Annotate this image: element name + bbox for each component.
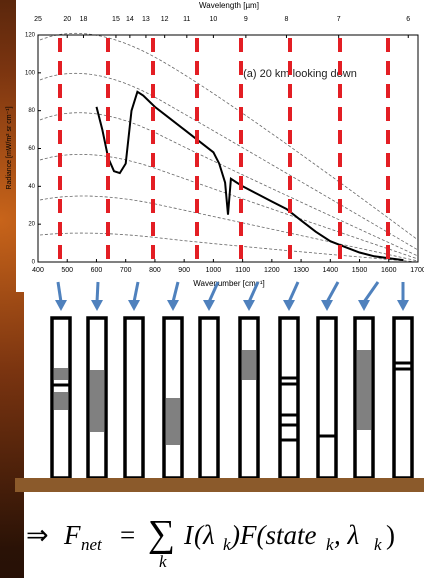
column (318, 318, 336, 478)
cloud-layer (54, 368, 68, 380)
top-tick-label: 8 (285, 16, 289, 23)
x-tick-label: 1100 (235, 267, 250, 274)
diagram: Wavelength [µm] Radiance [mW/m² sr cm⁻¹]… (0, 0, 424, 578)
page: {"plot":{"top_axis_label":"Wavelength [µ… (0, 0, 424, 578)
x-tick-label: 1000 (206, 267, 222, 274)
subscript: k (374, 535, 382, 555)
ground (15, 478, 424, 492)
cloud-layer (166, 398, 180, 445)
top-tick-label: 10 (209, 16, 217, 23)
x-tick-label: 500 (61, 267, 73, 274)
cloud-layer (54, 392, 68, 410)
x-tick-label: 1300 (293, 267, 309, 274)
top-tick-label: 18 (80, 16, 88, 23)
plot-background (16, 0, 424, 292)
y-tick-label: 80 (28, 108, 35, 114)
column (200, 318, 218, 478)
top-tick-label: 14 (126, 16, 134, 23)
top-tick-label: 6 (406, 16, 410, 23)
x-tick-label: 800 (149, 267, 161, 274)
column (280, 318, 298, 478)
arrow (97, 282, 98, 302)
implies: ⇒ (26, 520, 49, 551)
y-axis-label: Radiance [mW/m² sr cm⁻¹] (6, 106, 13, 189)
y-tick-label: 100 (25, 70, 36, 76)
cloud-layer (90, 370, 104, 432)
formula-part: (λ (194, 520, 215, 551)
y-tick-label: 60 (28, 146, 35, 152)
symbol: I (184, 520, 193, 551)
sum: ∑ (148, 512, 175, 556)
x-tick-label: 1400 (323, 267, 339, 274)
cloud-layer (357, 350, 371, 430)
y-tick-label: 40 (28, 184, 35, 190)
top-tick-label: 11 (183, 16, 190, 23)
x-tick-label: 700 (120, 267, 132, 274)
top-tick-label: 7 (337, 16, 341, 23)
top-axis-label: Wavelength [µm] (199, 1, 259, 10)
x-tick-label: 400 (32, 267, 44, 274)
subscript: k (326, 535, 334, 555)
formula: ⇒ F net = ∑ k I (λ k )F(state k , λ k ) (24, 508, 424, 578)
equals: = (120, 520, 135, 551)
bottom-axis-label: Wavenumber [cm⁻¹] (193, 279, 265, 288)
y-tick-label: 20 (28, 222, 35, 228)
y-tick-label: 120 (25, 33, 36, 39)
formula-part: ) (386, 520, 395, 551)
column (240, 318, 258, 478)
column (394, 318, 412, 478)
top-tick-label: 13 (142, 16, 150, 23)
top-tick-label: 12 (161, 16, 169, 23)
top-tick-label: 25 (34, 16, 42, 23)
x-tick-label: 1200 (264, 267, 280, 274)
subscript: k (223, 535, 231, 555)
column (125, 318, 143, 478)
x-tick-label: 600 (91, 267, 103, 274)
cloud-layer (242, 350, 256, 380)
subscript: net (81, 535, 102, 555)
x-tick-label: 1600 (381, 267, 397, 274)
x-tick-label: 1700 (410, 267, 424, 274)
formula-part: )F(state (231, 520, 316, 551)
subscript: k (159, 552, 167, 572)
symbol: F (64, 520, 81, 551)
formula-part: , λ (334, 520, 359, 551)
x-tick-label: 900 (178, 267, 190, 274)
top-tick-label: 9 (244, 16, 248, 23)
x-tick-label: 1500 (352, 267, 368, 274)
top-tick-label: 15 (112, 16, 120, 23)
top-tick-label: 20 (63, 16, 71, 23)
